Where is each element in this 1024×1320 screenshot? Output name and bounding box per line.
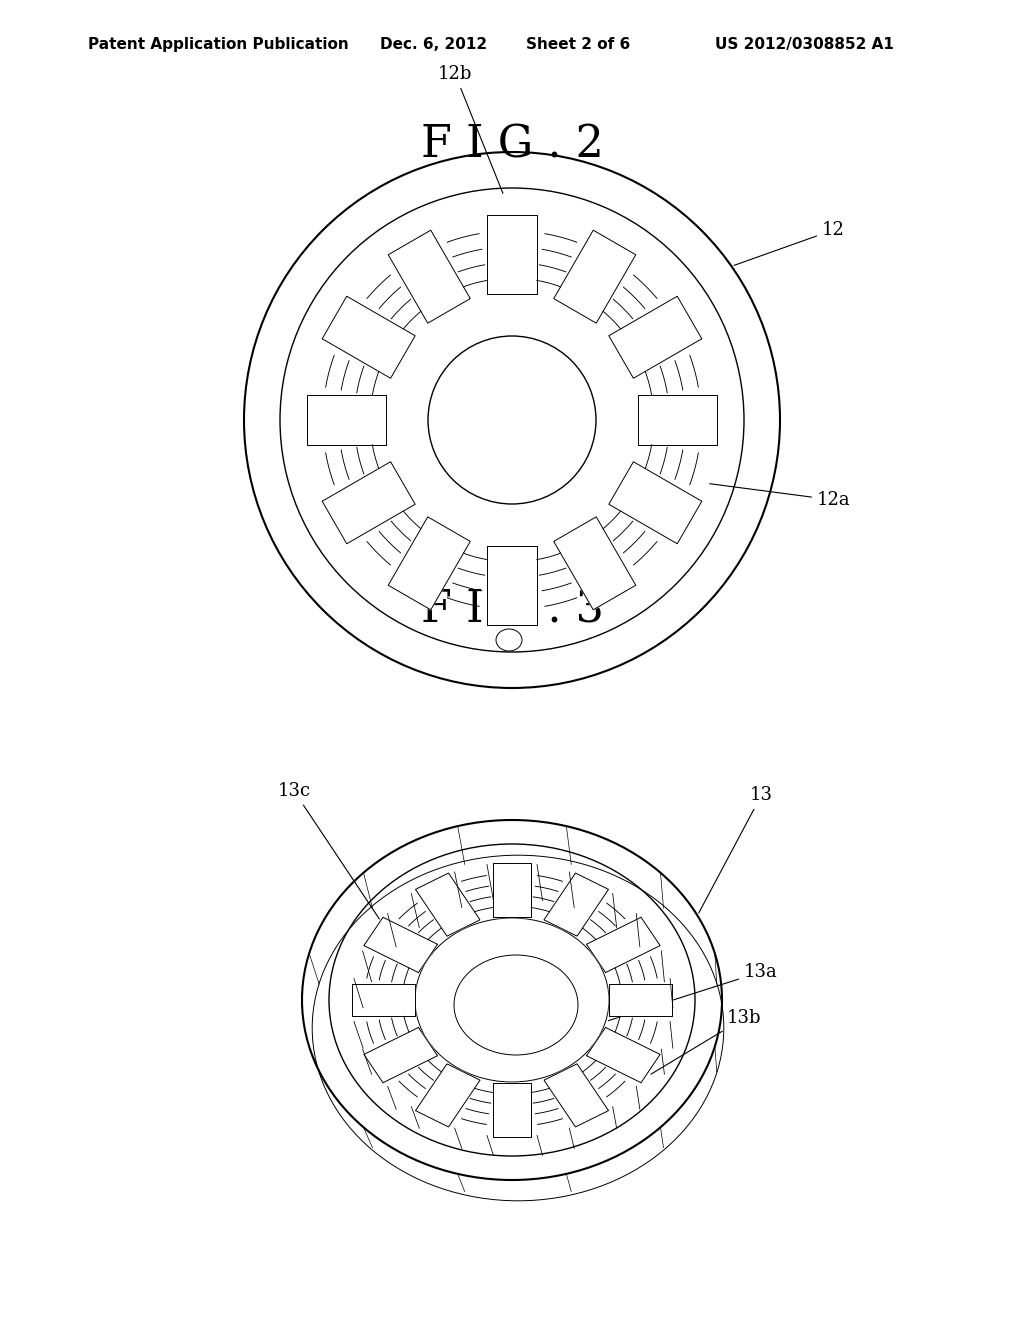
Polygon shape bbox=[388, 517, 470, 610]
Polygon shape bbox=[416, 1064, 480, 1127]
Text: 13c: 13c bbox=[278, 781, 380, 919]
Polygon shape bbox=[364, 1027, 437, 1082]
Polygon shape bbox=[493, 863, 531, 917]
Polygon shape bbox=[554, 517, 636, 610]
Text: 13: 13 bbox=[698, 785, 773, 913]
Text: Dec. 6, 2012: Dec. 6, 2012 bbox=[380, 37, 487, 51]
Polygon shape bbox=[609, 462, 701, 544]
Text: Sheet 2 of 6: Sheet 2 of 6 bbox=[526, 37, 630, 51]
Polygon shape bbox=[587, 917, 660, 973]
Polygon shape bbox=[609, 983, 672, 1016]
Text: US 2012/0308852 A1: US 2012/0308852 A1 bbox=[715, 37, 894, 51]
Polygon shape bbox=[554, 230, 636, 323]
Text: F I G . 3: F I G . 3 bbox=[421, 589, 603, 631]
Polygon shape bbox=[493, 1084, 531, 1137]
Polygon shape bbox=[307, 396, 386, 445]
Polygon shape bbox=[323, 296, 415, 379]
Text: Patent Application Publication: Patent Application Publication bbox=[88, 37, 349, 51]
Text: 13b: 13b bbox=[651, 1008, 762, 1074]
Polygon shape bbox=[352, 983, 415, 1016]
Polygon shape bbox=[416, 873, 480, 936]
Text: 12b: 12b bbox=[438, 65, 503, 194]
Polygon shape bbox=[609, 296, 701, 379]
Polygon shape bbox=[544, 873, 608, 936]
Text: 12: 12 bbox=[734, 220, 845, 265]
Text: F I G . 2: F I G . 2 bbox=[421, 123, 603, 166]
Polygon shape bbox=[487, 546, 537, 624]
Polygon shape bbox=[638, 396, 717, 445]
Text: 12a: 12a bbox=[710, 483, 851, 510]
Polygon shape bbox=[487, 215, 537, 294]
Polygon shape bbox=[364, 917, 437, 973]
Text: 13a: 13a bbox=[608, 964, 778, 1020]
Polygon shape bbox=[388, 230, 470, 323]
Polygon shape bbox=[323, 462, 415, 544]
Polygon shape bbox=[544, 1064, 608, 1127]
Polygon shape bbox=[587, 1027, 660, 1082]
